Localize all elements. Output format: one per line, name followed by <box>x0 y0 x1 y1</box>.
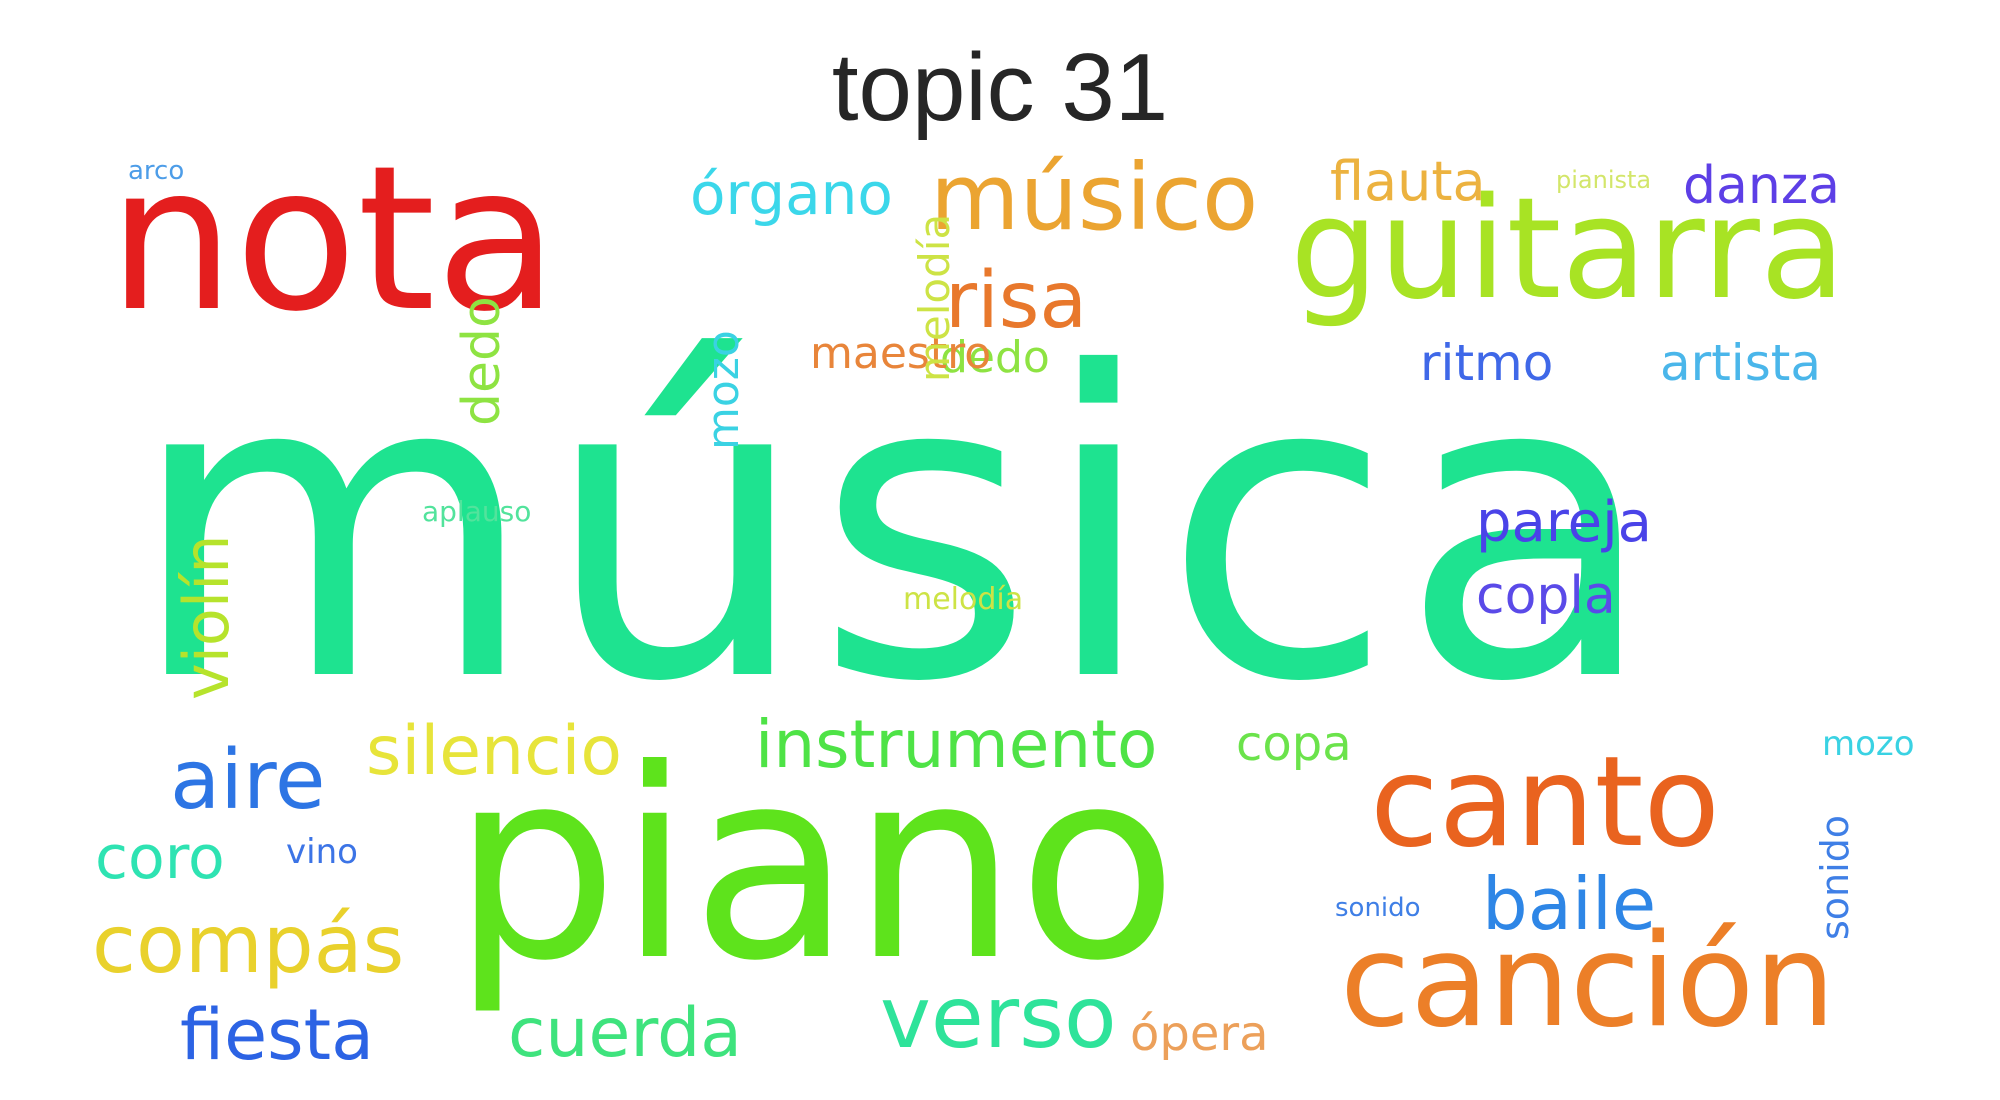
word-cuerda: cuerda <box>508 994 742 1073</box>
word-fiesta: fiesta <box>180 994 374 1076</box>
word-musica: música <box>128 285 1664 774</box>
word-dedo-vertical: dedo <box>452 296 512 426</box>
word-sentimiento: arco <box>128 156 185 186</box>
word-cancion: canción <box>1340 907 1836 1056</box>
word-coro: coro <box>95 823 225 893</box>
word-aplauso: vino <box>286 832 358 872</box>
word-mozo-vertical: mozo <box>698 330 749 450</box>
word-arco: mozo <box>1822 724 1915 764</box>
word-copla: copla <box>1476 566 1616 626</box>
word-copa: maestro <box>810 328 992 379</box>
word-silencio: silencio <box>366 712 623 791</box>
word-canto: canto <box>1370 730 1721 875</box>
word-tecla: aplauso <box>422 495 532 528</box>
word-melodia-vertical: melodía <box>910 213 959 382</box>
figure-title: topic 31 <box>831 34 1169 141</box>
word-risa: risa <box>945 256 1088 346</box>
word-vino: copa <box>1236 716 1352 772</box>
word-guitarra: guitarra <box>1290 168 1846 331</box>
word-pianista: melodía <box>903 582 1024 617</box>
word-aire: aire <box>170 733 326 828</box>
word-danza: danza <box>1683 156 1840 216</box>
word-verso: verso <box>880 968 1117 1068</box>
word-compas: compás <box>92 898 405 991</box>
word-broma: pianista <box>1556 166 1652 194</box>
word-baile: baile <box>1482 862 1657 946</box>
word-flauta: flauta <box>1330 150 1486 213</box>
word-instrumento: instrumento <box>755 706 1158 783</box>
word-musico: músico <box>930 144 1259 251</box>
word-opera: ópera <box>1130 1006 1269 1062</box>
word-organo: órgano <box>690 160 893 228</box>
word-maestro: dedo <box>940 332 1050 383</box>
word-piano: piano <box>452 713 1179 1018</box>
word-artista: artista <box>1660 334 1821 392</box>
word-sonido-vertical: sonido <box>1813 814 1857 940</box>
word-nota: nota <box>108 123 559 356</box>
word-pareja: pareja <box>1476 490 1652 555</box>
word-ritmo: ritmo <box>1420 334 1554 392</box>
word-profesor: sonido <box>1335 893 1421 923</box>
word-violin[interactable]: violín <box>170 534 243 700</box>
